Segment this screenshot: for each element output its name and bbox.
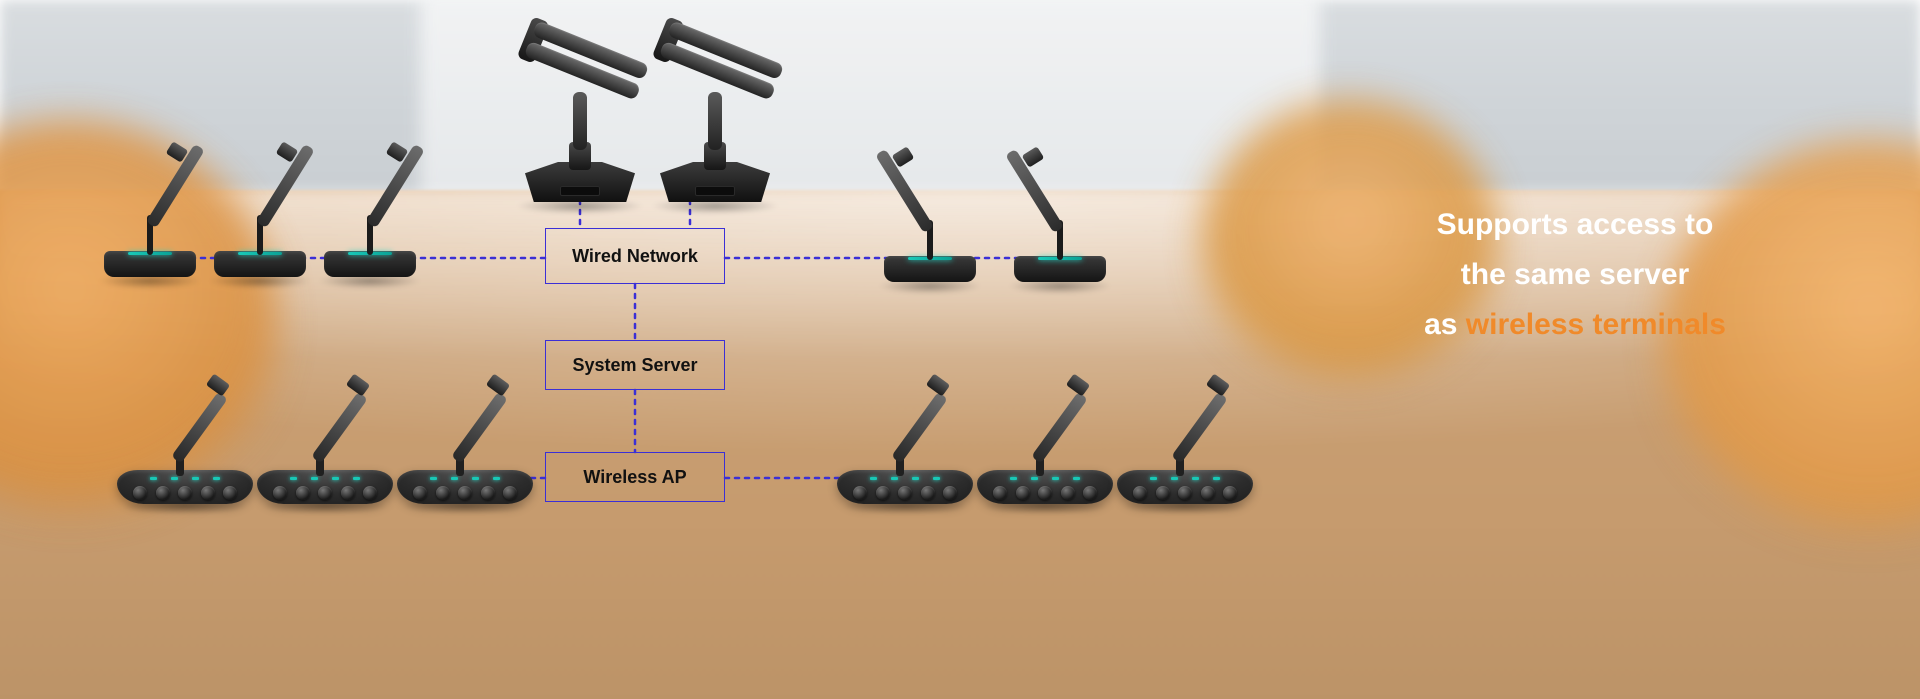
headline-line-3: as wireless terminals [1230,300,1920,350]
wireless-mic-left-1 [110,380,260,510]
node-ap-label: Wireless AP [583,467,686,488]
chairman-mic-1 [505,20,655,210]
wireless-mic-right-3 [1110,380,1260,510]
wired-mic-right-2 [1000,150,1120,290]
diagram-stage: Wired Network System Server Wireless AP … [0,0,1920,699]
headline-line-1: Supports access to [1230,200,1920,250]
wired-mic-left-3 [310,145,430,285]
wired-mic-left-2 [200,145,320,285]
node-wired-label: Wired Network [572,246,698,267]
node-server-label: System Server [572,355,697,376]
wireless-mic-right-1 [830,380,980,510]
node-wired-network: Wired Network [545,228,725,284]
wireless-mic-left-3 [390,380,540,510]
wireless-mic-right-2 [970,380,1120,510]
headline-text: Supports access tothe same serveras wire… [1230,200,1920,350]
wired-mic-right-1 [870,150,990,290]
chairman-mic-2 [640,20,790,210]
node-wireless-ap: Wireless AP [545,452,725,502]
node-system-server: System Server [545,340,725,390]
wired-mic-left-1 [90,145,210,285]
wireless-mic-left-2 [250,380,400,510]
headline-highlight: wireless terminals [1466,308,1726,341]
headline-line-2: the same server [1230,250,1920,300]
